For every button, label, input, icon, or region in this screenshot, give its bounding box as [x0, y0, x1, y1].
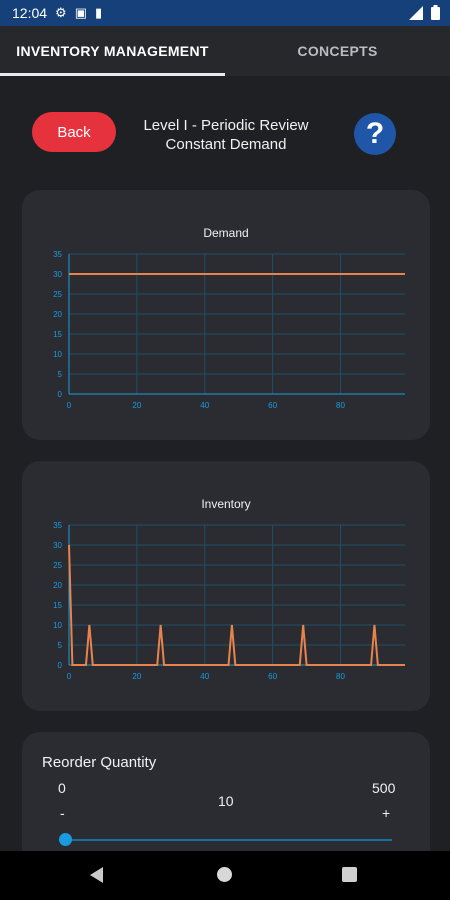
demand-xtick-label: 20	[132, 401, 141, 410]
demand-chart-card: Demand 0 5 10 15 20 25 30 35 0 20 40 60 80	[22, 190, 430, 440]
reorder-min-value: 0	[58, 780, 66, 796]
demand-ytick-label: 20	[53, 310, 62, 319]
reorder-max-value: 500	[372, 780, 396, 796]
inventory-ytick-label: 30	[53, 541, 62, 550]
battery-icon	[431, 5, 440, 20]
sim-card-icon: ▮	[95, 5, 103, 20]
inventory-chart-title: Inventory	[201, 497, 251, 511]
tab-concepts[interactable]: CONCEPTS	[297, 43, 378, 59]
inventory-ytick-label: 0	[58, 661, 63, 670]
nav-recents-icon[interactable]	[342, 867, 357, 882]
demand-ytick-label: 0	[58, 390, 63, 399]
reorder-current-value: 10	[218, 793, 234, 809]
demand-xtick-label: 60	[268, 401, 277, 410]
inventory-xtick-label: 60	[268, 672, 277, 681]
help-question-icon: ?	[365, 117, 385, 150]
level-title-line2: Constant Demand	[165, 136, 287, 153]
demand-xtick-label: 40	[200, 401, 209, 410]
status-time: 12:04	[12, 5, 48, 21]
demand-ytick-label: 35	[53, 250, 62, 259]
nav-home-icon[interactable]	[217, 867, 232, 882]
level-title-line1: Level I - Periodic Review	[143, 117, 309, 134]
settings-gear-icon: ⚙	[55, 5, 67, 20]
reorder-slider-track[interactable]	[66, 839, 392, 841]
reorder-quantity-label: Reorder Quantity	[42, 754, 157, 771]
level-title: Level I - Periodic Review Constant Deman…	[128, 116, 324, 154]
demand-xtick-label: 80	[336, 401, 345, 410]
inventory-ytick-label: 35	[53, 521, 62, 530]
notification-icon: ▣	[74, 5, 87, 20]
demand-xtick-label: 0	[67, 401, 72, 410]
demand-ytick-label: 15	[53, 330, 62, 339]
demand-ytick-label: 25	[53, 290, 62, 299]
inventory-ytick-label: 25	[53, 561, 62, 570]
inventory-ytick-label: 15	[53, 601, 62, 610]
nav-back-icon[interactable]	[90, 867, 103, 883]
inventory-series-line	[68, 544, 405, 666]
demand-ytick-label: 10	[53, 350, 62, 359]
inventory-ytick-label: 10	[53, 621, 62, 630]
demand-chart: 0 5 10 15 20 25 30 35 0 20 40 60 80	[53, 250, 405, 410]
inventory-xtick-label: 0	[67, 672, 72, 681]
reorder-increment-button[interactable]: +	[382, 805, 391, 821]
reorder-slider-thumb[interactable]	[59, 833, 72, 846]
inventory-chart-card: Inventory 0 5 10 15 20 25 30 35 0 20 40 60 80	[22, 461, 430, 711]
inventory-ytick-label: 20	[53, 581, 62, 590]
reorder-decrement-button[interactable]: -	[60, 805, 65, 821]
signal-icon	[409, 5, 423, 20]
back-button[interactable]: Back	[32, 112, 116, 152]
system-navigation-bar	[0, 851, 450, 900]
inventory-xtick-label: 20	[132, 672, 141, 681]
inventory-xtick-label: 40	[200, 672, 209, 681]
inventory-ytick-label: 5	[58, 641, 63, 650]
tab-inventory-management[interactable]: INVENTORY MANAGEMENT	[0, 26, 225, 76]
inventory-xtick-label: 80	[336, 672, 345, 681]
inventory-chart: 0 5 10 15 20 25 30 35 0 20 40 60 80	[53, 521, 405, 681]
demand-chart-title: Demand	[203, 226, 249, 240]
status-bar: 12:04 ⚙ ▣ ▮	[0, 0, 450, 26]
demand-ytick-label: 30	[53, 270, 62, 279]
tab-bar: INVENTORY MANAGEMENT CONCEPTS	[0, 26, 450, 76]
help-button[interactable]: ?	[354, 113, 396, 155]
demand-ytick-label: 5	[58, 370, 63, 379]
